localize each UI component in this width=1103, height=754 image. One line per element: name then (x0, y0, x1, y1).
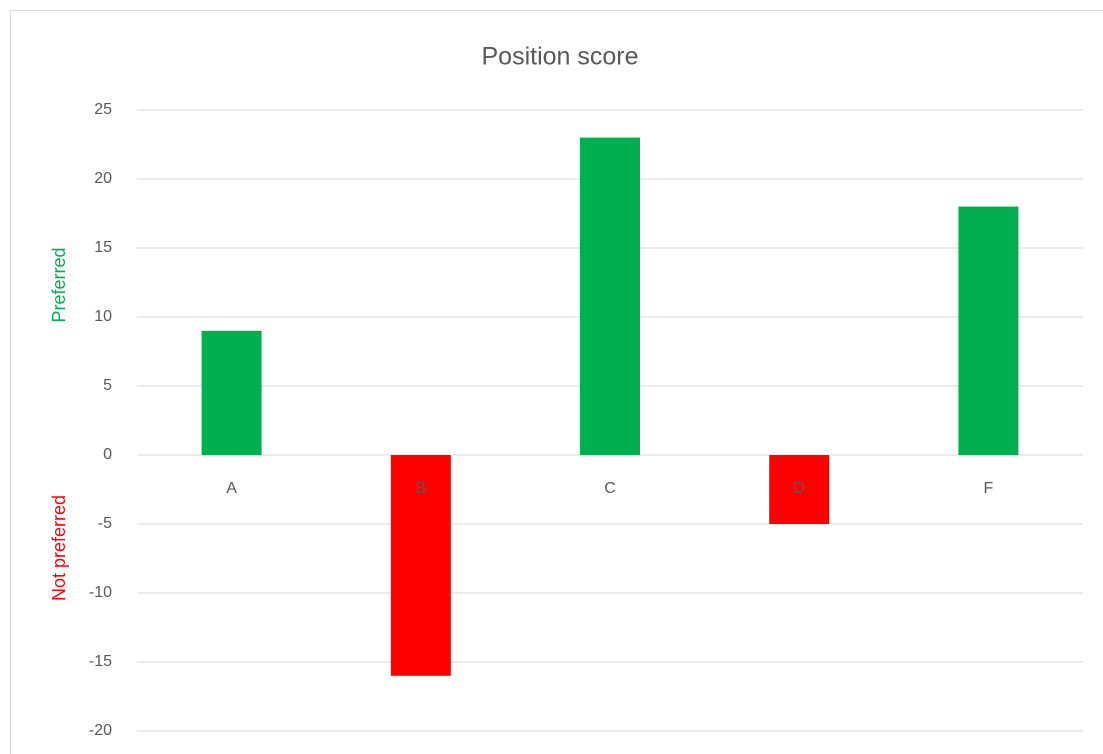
x-tick-label: D (793, 480, 805, 497)
y-axis-label: Preferred (49, 247, 69, 322)
bar (958, 206, 1019, 455)
x-tick-label: F (984, 480, 994, 497)
y-axis-label: Not preferred (49, 495, 69, 601)
y-tick-label: 15 (94, 239, 112, 256)
y-tick-label: -10 (89, 584, 112, 601)
chart-frame (10, 10, 1103, 754)
y-tick-label: 10 (94, 308, 112, 325)
y-tick-label: 0 (103, 446, 112, 463)
x-tick-label: B (415, 480, 426, 497)
y-tick-label: -5 (98, 515, 112, 532)
bar (580, 137, 640, 455)
x-tick-label: C (604, 480, 616, 497)
y-tick-label: 25 (94, 101, 112, 118)
y-tick-label: 20 (94, 170, 112, 187)
y-tick-label: -15 (89, 653, 112, 670)
bar (390, 455, 451, 676)
bar (769, 455, 830, 524)
y-tick-label: -20 (89, 722, 112, 739)
bar (201, 330, 262, 455)
y-tick-label: 5 (103, 377, 112, 394)
x-tick-label: A (226, 480, 237, 497)
chart-title: Position score (481, 43, 638, 71)
